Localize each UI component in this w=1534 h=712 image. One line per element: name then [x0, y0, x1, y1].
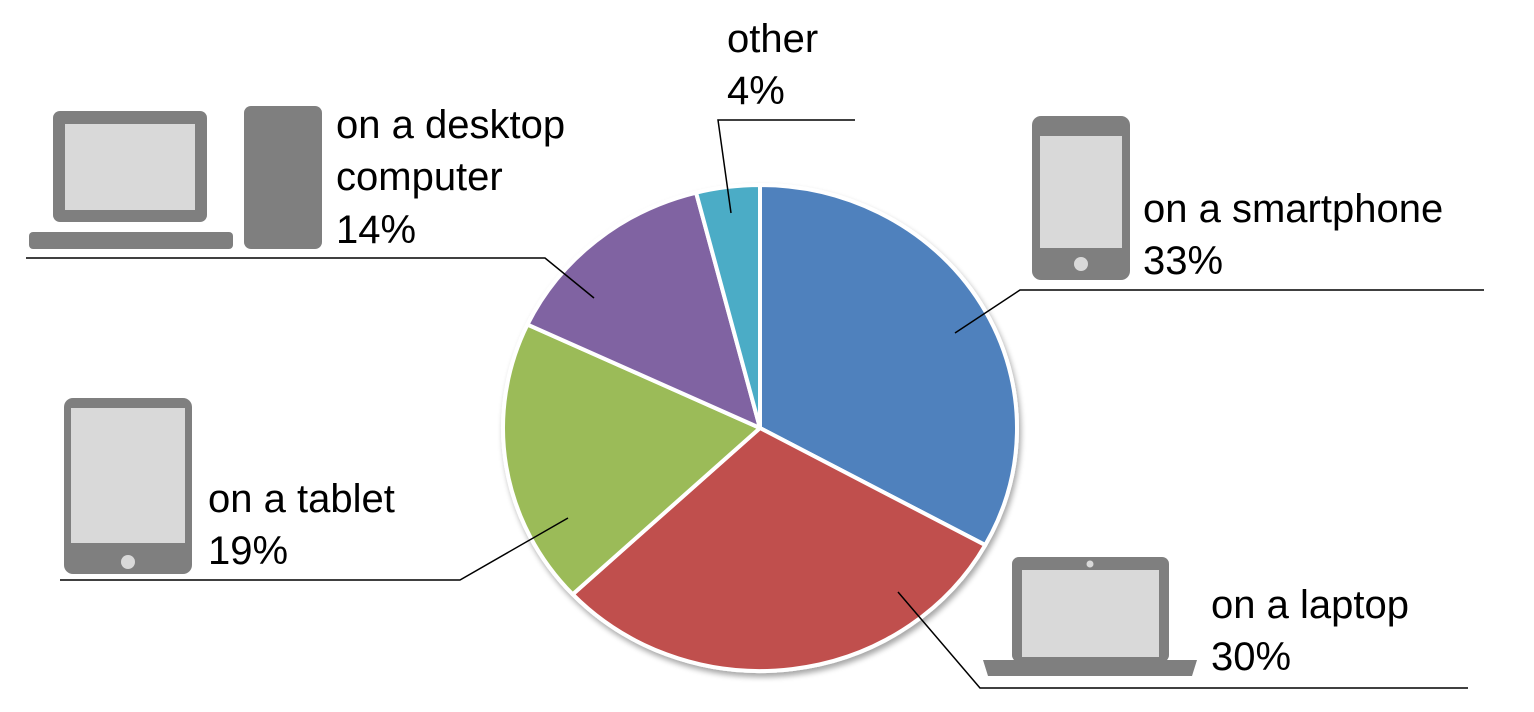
- label-other-name: other: [727, 17, 818, 61]
- leader-line-desktop: [26, 258, 594, 298]
- label-smartphone-pct: 33%: [1143, 239, 1223, 283]
- label-laptop-pct: 30%: [1211, 635, 1291, 679]
- label-laptop-name: on a laptop: [1211, 583, 1409, 627]
- label-tablet-pct: 19%: [208, 529, 288, 573]
- label-desktop-pct: 14%: [336, 208, 416, 252]
- label-other-pct: 4%: [727, 69, 785, 113]
- label-smartphone-name: on a smartphone: [1143, 187, 1443, 231]
- leader-line-smartphone: [955, 290, 1484, 333]
- label-tablet-name: on a tablet: [208, 477, 395, 521]
- desktop-computer-icon: [29, 106, 322, 249]
- smartphone-icon: [1032, 116, 1130, 280]
- label-desktop-name-line2: computer: [336, 155, 503, 199]
- pie-slices: [503, 185, 1017, 671]
- laptop-icon: [983, 557, 1197, 676]
- tablet-icon: [64, 398, 192, 574]
- label-desktop-name-line1: on a desktop: [336, 103, 565, 147]
